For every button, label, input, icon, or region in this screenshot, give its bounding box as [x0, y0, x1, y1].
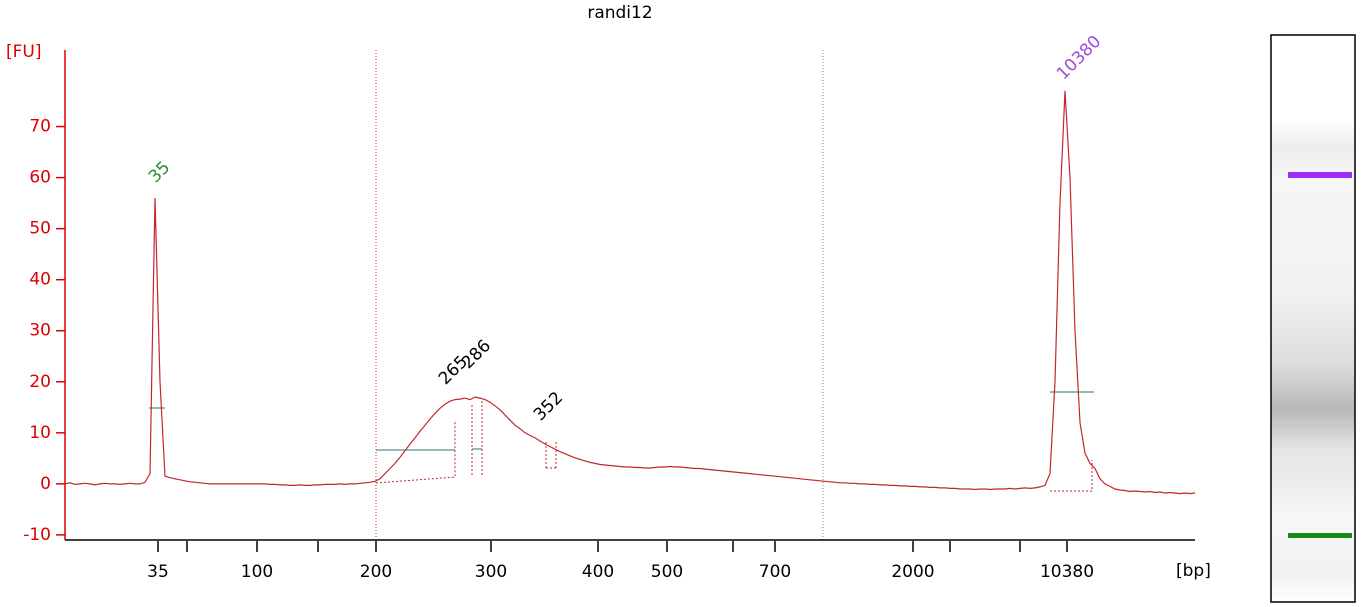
trace [64, 90, 1196, 495]
y-tick-label: 30 [29, 321, 51, 341]
chart-title: randi12 [587, 3, 652, 23]
y-tick-label: 10 [29, 423, 51, 443]
x-tick-label: 2000 [891, 562, 934, 582]
y-tick-label: 60 [29, 168, 51, 188]
x-tick-label: 300 [475, 562, 507, 582]
gel-band [1288, 172, 1352, 178]
x-tick-label: 400 [582, 562, 614, 582]
y-tick-label: 50 [29, 219, 51, 239]
x-tick-label: 100 [241, 562, 273, 582]
x-tick-label: 500 [651, 562, 683, 582]
y-tick-label: 40 [29, 270, 51, 290]
gel-band [1288, 533, 1352, 538]
x-tick-label: 10380 [1040, 562, 1094, 582]
x-tick-label: 35 [147, 562, 169, 582]
x-axis-label: [bp] [1176, 561, 1211, 581]
y-tick-label: 0 [40, 474, 51, 494]
peak-label: 35 [145, 158, 174, 187]
peak-label: 352 [530, 388, 567, 425]
y-axis-label: [FU] [6, 42, 42, 62]
y-tick-label: 20 [29, 372, 51, 392]
y-tick-label: 70 [29, 117, 51, 137]
x-tick-label: 200 [360, 562, 392, 582]
y-tick-label: -10 [23, 525, 51, 545]
x-tick-label: 700 [759, 562, 791, 582]
peak-label: 10380 [1053, 32, 1105, 84]
gel-lane [1270, 34, 1356, 603]
peak-markers [375, 400, 1093, 492]
peak-lines [149, 391, 1094, 451]
